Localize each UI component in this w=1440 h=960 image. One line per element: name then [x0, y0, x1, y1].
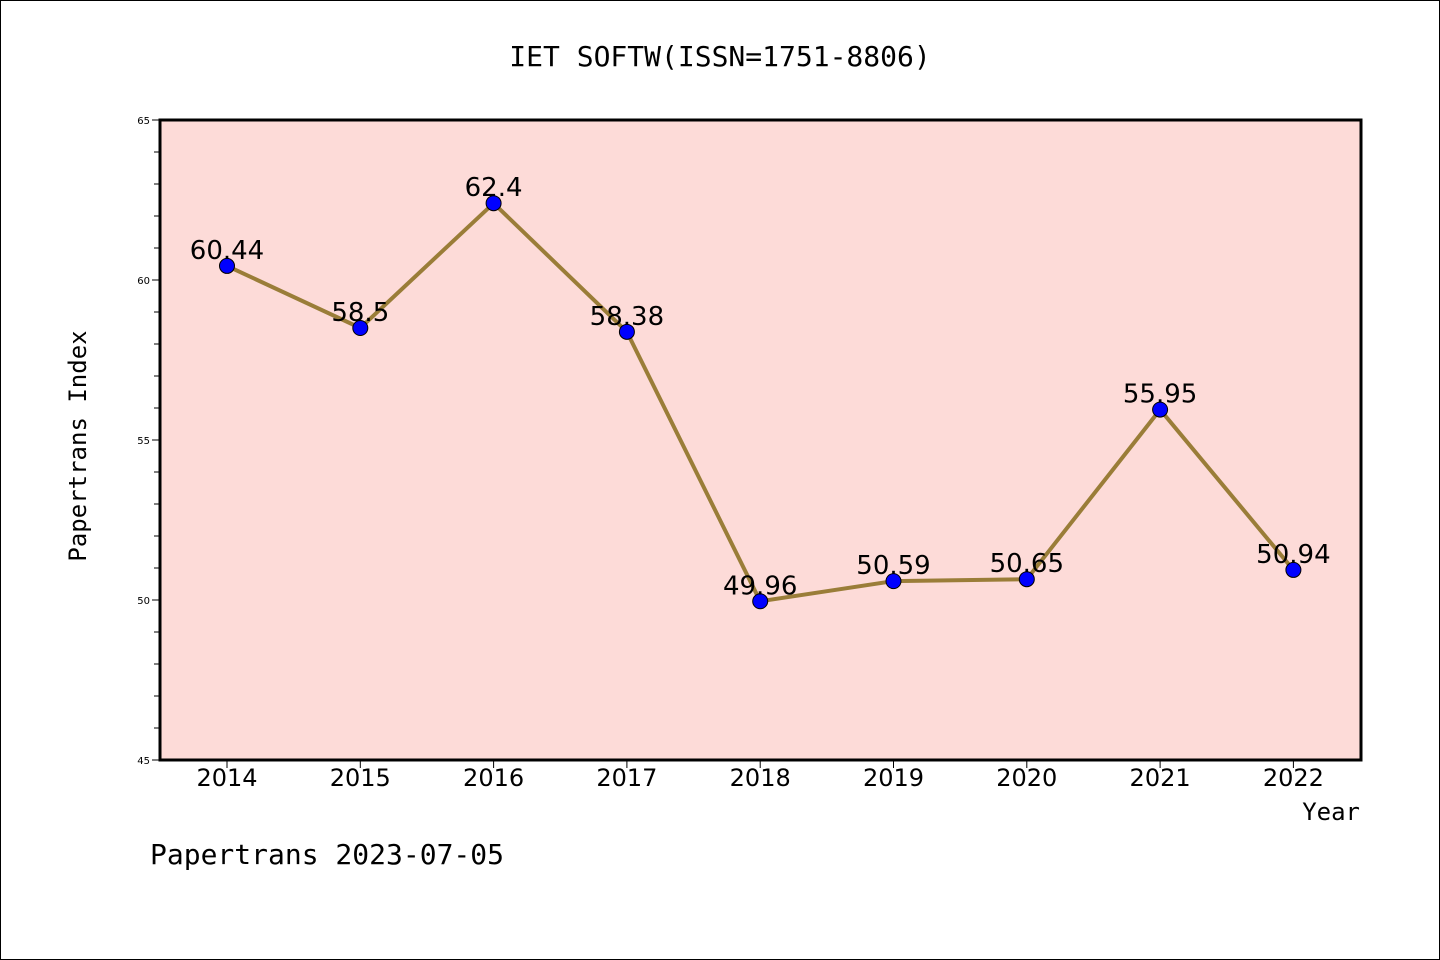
data-labels: 60.44 58.5 62.4 58.38 49.96 50.59 50.65 55.95 50…	[190, 173, 1331, 601]
data-label: 58.5	[331, 298, 389, 328]
data-point	[219, 257, 235, 274]
x-tick-label: 2018	[730, 764, 791, 792]
data-point	[485, 195, 502, 212]
y-tick-label: 55	[137, 436, 150, 447]
data-label: 49.96	[723, 571, 797, 601]
x-tick-label: 2021	[1130, 764, 1191, 792]
y-axis-label: Papertrans Index	[64, 330, 92, 561]
data-label: 58.38	[590, 302, 664, 332]
data-point	[1285, 561, 1302, 578]
x-tick-label: 2014	[196, 764, 257, 792]
y-tick-label: 45	[137, 756, 150, 767]
x-tick-label: 2017	[596, 764, 657, 792]
x-tick-label: 2019	[863, 764, 924, 792]
y-tick-label: 50	[137, 596, 150, 607]
data-point	[752, 593, 769, 610]
data-label: 62.4	[465, 173, 523, 203]
data-point	[1018, 571, 1035, 588]
x-axis-label: Year	[1302, 798, 1360, 826]
data-point	[352, 320, 369, 336]
data-label: 50.94	[1256, 540, 1330, 570]
x-axis: 2014 2015 2016 2017 2018 2019 2020 2021 2022	[196, 760, 1324, 792]
series-markers	[219, 195, 1302, 610]
footer-credit: Papertrans 2023-07-05	[150, 838, 504, 871]
chart-title: IET SOFTW(ISSN=1751-8806)	[509, 40, 930, 73]
x-tick-label: 2015	[330, 764, 391, 792]
plot-area	[158, 118, 1363, 762]
data-point	[885, 573, 902, 590]
data-label: 50.59	[856, 551, 930, 581]
y-tick-label: 65	[137, 116, 150, 127]
data-point	[618, 323, 635, 340]
data-label: 60.44	[190, 236, 264, 266]
x-tick-label: 2022	[1263, 764, 1324, 792]
data-point	[1152, 401, 1169, 418]
data-label: 50.65	[990, 549, 1064, 579]
data-label: 55.95	[1123, 380, 1197, 410]
y-axis: 45 50 55 60 65	[137, 116, 160, 767]
x-tick-label: 2016	[463, 764, 524, 792]
x-tick-label: 2020	[996, 764, 1057, 792]
y-tick-label: 60	[137, 276, 150, 287]
